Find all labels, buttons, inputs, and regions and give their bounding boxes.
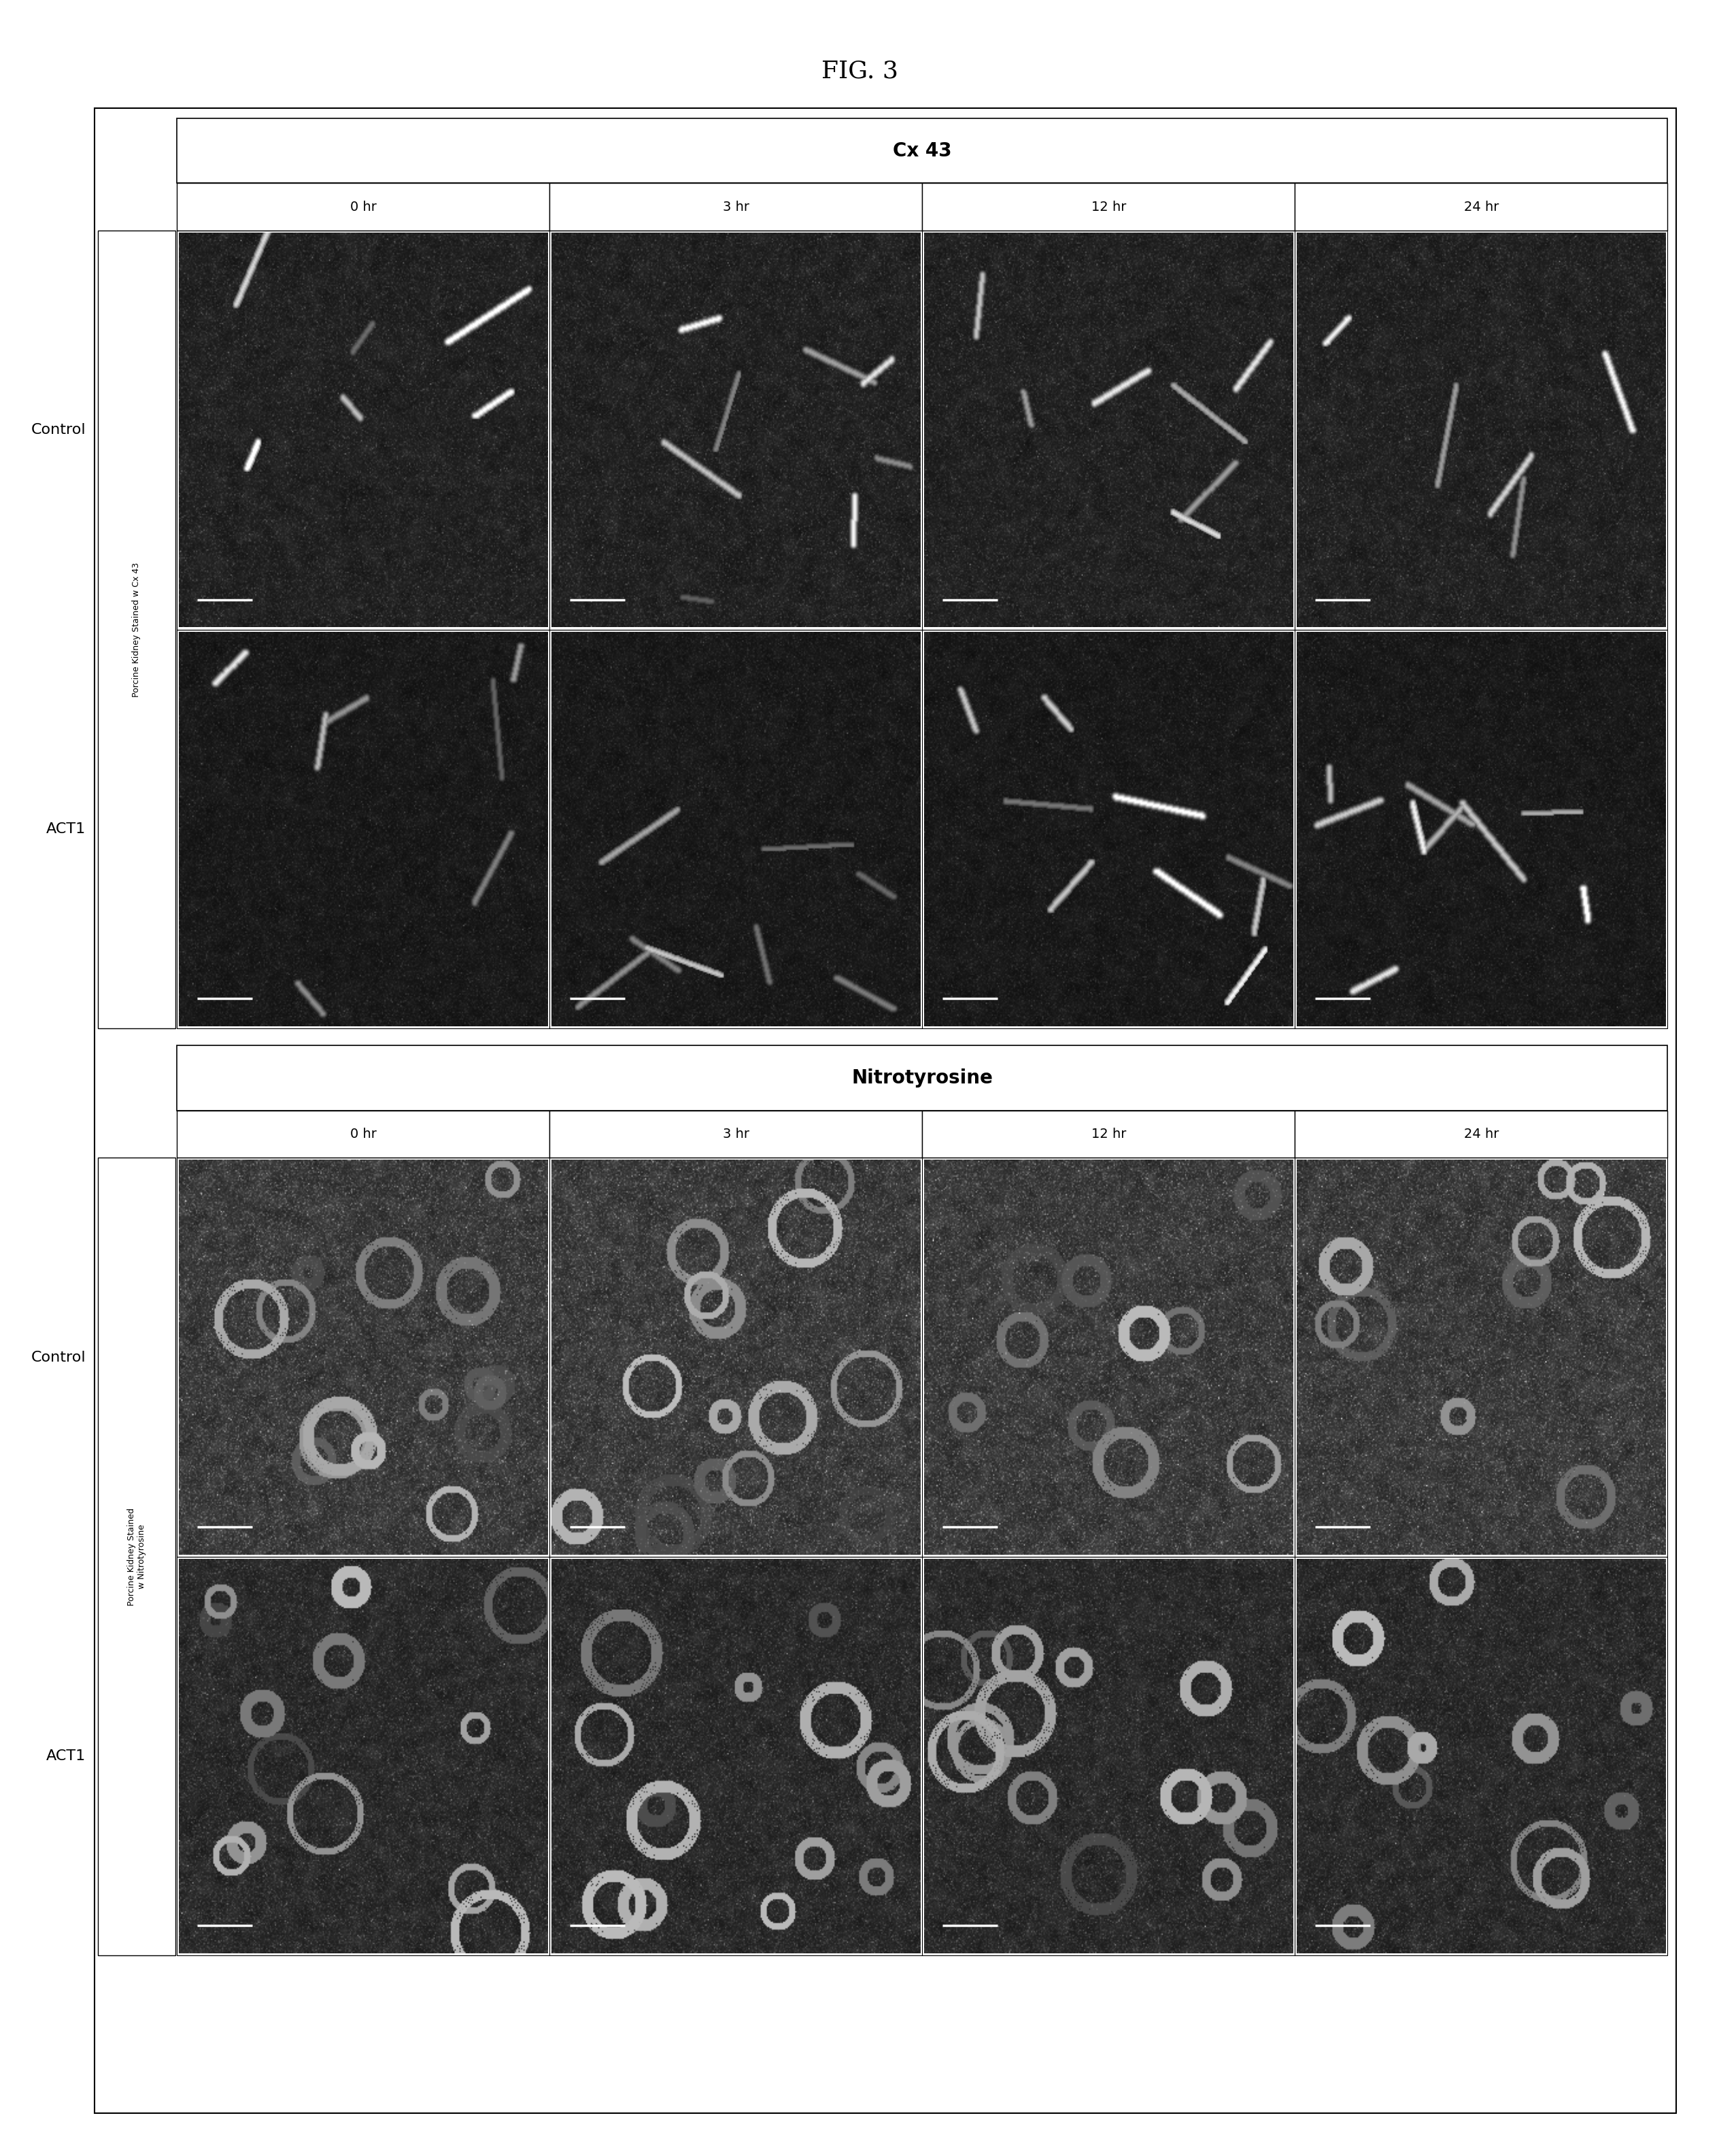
Text: FIG. 3: FIG. 3 bbox=[822, 60, 897, 82]
Bar bbox=[177, 119, 1667, 183]
Bar bbox=[921, 1110, 1294, 1158]
Bar bbox=[177, 1046, 1667, 1110]
Bar bbox=[177, 1158, 1667, 1557]
Text: Control: Control bbox=[31, 423, 86, 438]
Bar bbox=[98, 231, 175, 1028]
Bar bbox=[177, 231, 1667, 630]
Text: 0 hr: 0 hr bbox=[351, 1128, 376, 1141]
Text: 0 hr: 0 hr bbox=[351, 201, 376, 213]
Bar bbox=[98, 1158, 175, 1955]
Text: 3 hr: 3 hr bbox=[722, 201, 749, 213]
Text: ACT1: ACT1 bbox=[46, 821, 86, 837]
Text: 24 hr: 24 hr bbox=[1463, 1128, 1499, 1141]
Text: Porcine Kidney Stained
w Nitrotyrosine: Porcine Kidney Stained w Nitrotyrosine bbox=[127, 1507, 146, 1606]
Text: 3 hr: 3 hr bbox=[722, 1128, 749, 1141]
Text: Cx 43: Cx 43 bbox=[892, 142, 952, 160]
Bar bbox=[550, 183, 921, 231]
Bar bbox=[1294, 183, 1667, 231]
Text: ACT1: ACT1 bbox=[46, 1749, 86, 1764]
Bar bbox=[550, 1110, 921, 1158]
Text: 12 hr: 12 hr bbox=[1092, 1128, 1126, 1141]
Bar bbox=[177, 1110, 550, 1158]
Bar bbox=[1294, 1110, 1667, 1158]
Text: 24 hr: 24 hr bbox=[1463, 201, 1499, 213]
Text: Nitrotyrosine: Nitrotyrosine bbox=[851, 1069, 994, 1087]
Text: Control: Control bbox=[31, 1350, 86, 1365]
Bar bbox=[921, 183, 1294, 231]
Bar bbox=[177, 183, 550, 231]
Text: Porcine Kidney Stained w Cx 43: Porcine Kidney Stained w Cx 43 bbox=[132, 563, 141, 696]
Bar bbox=[177, 1557, 1667, 1955]
Bar bbox=[177, 630, 1667, 1028]
Text: 12 hr: 12 hr bbox=[1092, 201, 1126, 213]
